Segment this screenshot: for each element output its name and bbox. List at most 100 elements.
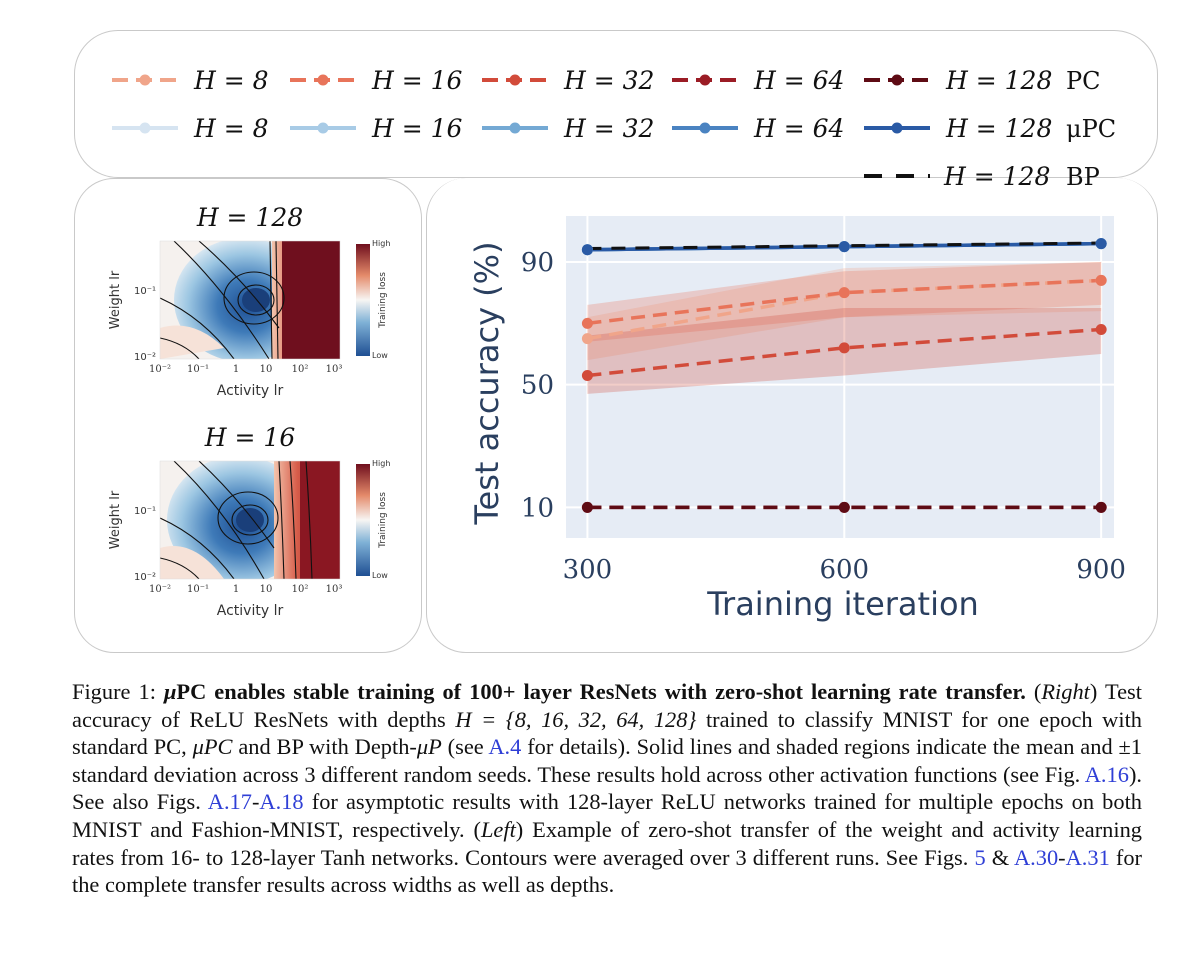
x-tick: 10²	[292, 364, 309, 375]
heatmaps: H = 128 High Low Training loss Weigh	[108, 203, 390, 619]
link-a30[interactable]: A.30	[1013, 844, 1059, 870]
legend-bp-label: H = 128	[943, 162, 1050, 191]
mupc-legend-marker	[139, 122, 151, 134]
x-axis-label: Activity lr	[217, 603, 284, 619]
y-tick: 10⁻²	[134, 572, 156, 583]
left-label: Left	[480, 816, 516, 842]
figure-label: Figure 1:	[72, 679, 156, 704]
y-tick: 10⁻²	[134, 352, 156, 363]
legend-pc-row: H = 8 H = 16 H = 32 H = 64 H = 128	[112, 66, 1052, 95]
data-point	[581, 333, 593, 345]
data-point	[838, 501, 850, 513]
legend-pc-group: PC	[1066, 67, 1101, 95]
data-point	[581, 244, 593, 256]
std-band	[587, 262, 1102, 342]
line-chart: 300 600 900 10 50 90 Test accuracy (%) Traini…	[468, 216, 1126, 623]
mupc-legend-marker	[891, 122, 903, 134]
legend-bp-row: H = 128 BP	[864, 162, 1100, 191]
x-tick: 10⁻¹	[187, 584, 209, 595]
colorbar-high: High	[372, 239, 390, 248]
legend-panel	[74, 30, 1158, 178]
y-axis-label: Weight lr	[108, 270, 123, 329]
data-point	[838, 241, 850, 253]
x-tick-label: 900	[1076, 555, 1126, 585]
x-tick: 10⁻²	[149, 364, 171, 375]
data-point	[581, 501, 593, 513]
data-point	[838, 287, 850, 299]
data-point	[581, 317, 593, 329]
x-tick: 10³	[326, 584, 343, 595]
data-point	[838, 342, 850, 354]
series-line	[587, 278, 1102, 326]
link-fig5[interactable]: 5	[974, 844, 986, 870]
y-tick: 10⁻¹	[134, 506, 156, 517]
link-a17[interactable]: A.17	[207, 789, 252, 815]
data-point	[581, 369, 593, 381]
mupc-legend-label: H = 64	[753, 114, 844, 143]
right-label: Right	[1041, 679, 1090, 704]
x-ticks: 10⁻² 10⁻¹ 1 10 10² 10³	[149, 364, 342, 375]
x-axis-label: Activity lr	[217, 383, 284, 399]
y-tick-label: 10	[521, 493, 554, 523]
series-line	[587, 327, 1102, 378]
colorbar-low: Low	[372, 571, 388, 580]
y-tick: 10⁻¹	[134, 286, 156, 297]
heatmap-h16: H = 16 High Low Training loss	[108, 423, 390, 619]
y-axis-title: Test accuracy (%)	[468, 241, 506, 525]
mupc-legend-label: H = 128	[945, 114, 1052, 143]
plot-area	[566, 216, 1114, 538]
colorbar-label: Training loss	[378, 272, 388, 329]
pc-legend-marker	[139, 74, 151, 86]
x-tick: 10⁻¹	[187, 364, 209, 375]
legend-mupc-group: μPC	[1066, 115, 1116, 143]
depths-set: H = {8, 16, 32, 64, 128}	[455, 706, 697, 732]
link-a18[interactable]: A.18	[259, 789, 304, 815]
x-tick: 10²	[292, 584, 309, 595]
figure-caption: Figure 1: μPC enables stable training of…	[72, 679, 1142, 898]
series-line	[587, 241, 1102, 251]
x-tick-label: 300	[563, 555, 613, 585]
y-axis-label: Weight lr	[108, 490, 123, 549]
axis-ticks: 300 600 900 10 50 90	[521, 248, 1126, 585]
pc-legend-label: H = 16	[371, 66, 463, 95]
heatmap-title: H = 16	[204, 423, 296, 452]
link-a16[interactable]: A.16	[1084, 761, 1129, 787]
legend-mupc-row: H = 8 H = 16 H = 32 H = 64 H = 128	[112, 114, 1052, 143]
x-tick-label: 600	[819, 555, 869, 585]
mupc-legend-label: H = 32	[563, 114, 654, 143]
colorbar-high: High	[372, 459, 390, 468]
data-point	[1095, 323, 1107, 335]
x-ticks: 10⁻² 10⁻¹ 1 10 10² 10³	[149, 584, 342, 595]
mupc-legend-label: H = 8	[193, 114, 269, 143]
colorbar-label: Training loss	[378, 492, 388, 549]
pc-legend-marker	[509, 74, 521, 86]
colorbar	[356, 244, 370, 356]
pc-legend-label: H = 128	[945, 66, 1052, 95]
legend-bp-group: BP	[1066, 163, 1100, 191]
pc-legend-marker	[317, 74, 329, 86]
heatmap-title: H = 128	[196, 203, 303, 232]
x-tick: 10⁻²	[149, 584, 171, 595]
series-points	[581, 238, 1107, 513]
data-point	[1095, 274, 1107, 286]
x-tick: 10	[260, 584, 273, 595]
caption-title: μPC enables stable training of 100+ laye…	[163, 679, 1026, 704]
link-a4[interactable]: A.4	[488, 734, 522, 760]
mupc-legend-marker	[509, 122, 521, 134]
x-tick: 1	[233, 584, 239, 595]
x-tick: 10³	[326, 364, 343, 375]
pc-legend-label: H = 8	[193, 66, 269, 95]
mupc-legend-marker	[317, 122, 329, 134]
x-tick: 10	[260, 364, 273, 375]
colorbar-low: Low	[372, 351, 388, 360]
pc-legend-marker	[699, 74, 711, 86]
x-axis-title: Training iteration	[706, 585, 979, 623]
link-a31[interactable]: A.31	[1065, 844, 1110, 870]
colorbar	[356, 464, 370, 576]
x-tick: 1	[233, 364, 239, 375]
heatmap-h128: H = 128 High Low Training loss Weigh	[108, 203, 390, 399]
mupc-legend-label: H = 16	[371, 114, 463, 143]
pc-legend-label: H = 64	[753, 66, 844, 95]
pc-legend-label: H = 32	[563, 66, 654, 95]
